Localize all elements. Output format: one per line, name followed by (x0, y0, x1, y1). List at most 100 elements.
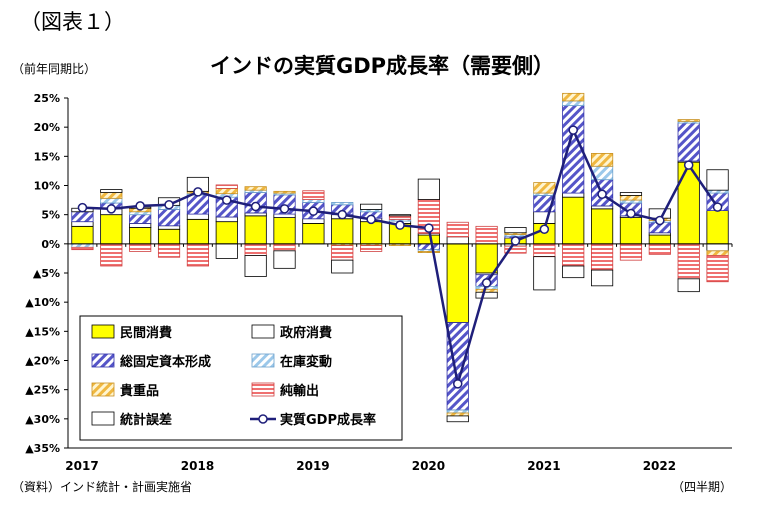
bar-segment-pc (186, 218, 209, 245)
bar-segment-disc (331, 259, 354, 274)
bar-segment-gc (302, 218, 325, 224)
y-axis-unit-label: （前年同期比） (12, 62, 97, 76)
bar-segment-pc (215, 221, 238, 245)
legend-box (79, 315, 403, 441)
bar-segment-pc (562, 196, 585, 245)
bar-segment-gfcf (71, 211, 94, 223)
bar-segment-pc (706, 210, 729, 245)
bar-segment-disc (706, 169, 729, 191)
bar-segment-val (562, 92, 585, 102)
y-tick-label: 20% (34, 121, 60, 134)
legend-swatch-gdp-marker (258, 414, 268, 424)
bar-segment-inv (71, 243, 94, 248)
bar-segment-nx (388, 215, 412, 220)
bar-segment-pc (273, 217, 296, 245)
bar-segment-val (619, 195, 643, 201)
x-year-label: 2019 (296, 459, 329, 473)
gdp-line-point (481, 278, 492, 288)
gdp-line-point (510, 236, 521, 246)
bar-segment-val (475, 288, 498, 293)
bar-segment-pc (129, 227, 152, 245)
bar-segment-pc (157, 228, 181, 245)
bar-segment-nx (331, 245, 354, 261)
legend-label-pc: 民間消費 (120, 325, 172, 341)
y-tick-label: ▲5% (33, 267, 60, 280)
legend-label-disc: 統計誤差 (120, 412, 172, 428)
source-note: （資料）インド統計・計画実施省 (12, 480, 193, 494)
bar-segment-gfcf (157, 209, 181, 227)
chart-title: インドの実質GDP成長率（需要側） (209, 54, 555, 78)
y-tick-label: 15% (34, 150, 60, 163)
bar-segment-val (273, 190, 296, 194)
bar-segment-nx (504, 245, 527, 254)
bar-segment-gfcf (129, 214, 152, 224)
bar-segment-gc (446, 236, 469, 245)
x-year-label: 2017 (65, 459, 98, 473)
bar-segment-disc (417, 178, 440, 200)
bar-segment-nx (71, 246, 94, 251)
bar-segment-gc (244, 212, 267, 217)
bar-segment-pc (446, 243, 469, 323)
y-tick-label: ▲10% (25, 296, 60, 309)
bar-segment-disc (446, 415, 469, 423)
gdp-line-point (568, 125, 578, 135)
x-year-label: 2018 (181, 459, 214, 473)
bar-segment-pc (100, 214, 123, 245)
y-tick-label: 10% (34, 180, 60, 193)
legend-swatch-inv (251, 353, 275, 368)
legend-swatch-disc (91, 411, 115, 426)
bar-segment-disc (100, 189, 123, 193)
bar-segment-val (591, 153, 614, 167)
bar-segment-nx (648, 243, 671, 255)
legend-swatch-pc (91, 324, 115, 339)
bar-segment-disc (533, 256, 556, 291)
bar-segment-inv (100, 197, 123, 204)
gdp-line-point (193, 187, 203, 197)
y-tick-label: ▲20% (25, 355, 60, 368)
y-tick-label: ▲35% (25, 442, 60, 455)
bar-segment-val (446, 412, 469, 417)
y-tick-label: 0% (41, 238, 60, 251)
bar-segment-disc (591, 269, 614, 287)
gdp-line-point (395, 220, 405, 230)
bar-segment-gfcf (417, 243, 440, 251)
bar-segment-gc (562, 192, 585, 198)
bar-segment-nx (215, 184, 238, 189)
bar-segment-disc (273, 250, 296, 269)
bar-segment-inv (302, 199, 325, 203)
gdp-line-point (655, 215, 665, 226)
gdp-line-point (308, 206, 319, 216)
y-tick-label: ▲25% (25, 384, 60, 397)
bar-segment-nx (533, 243, 556, 258)
bar-segment-nx (129, 243, 152, 252)
bar-segment-pc (244, 215, 267, 245)
gdp-line-point (539, 224, 550, 234)
bar-segment-inv (331, 202, 354, 206)
gdp-line-point (106, 204, 117, 214)
bar-segment-pc (648, 234, 671, 245)
gdp-line-point (712, 202, 723, 212)
figure-label: （図表１） (20, 10, 125, 34)
bar-segment-disc (244, 255, 267, 277)
gdp-line-point (250, 201, 261, 212)
bar-segment-nx (244, 243, 267, 256)
legend-label-gdp: 実質GDP成長率 (280, 412, 376, 428)
gdp-line-point (597, 189, 607, 199)
bar-segment-disc (619, 192, 643, 196)
bar-segment-nx (562, 243, 585, 267)
bar-segment-val (706, 250, 729, 256)
gdp-line-point (222, 195, 232, 205)
y-tick-label: ▲30% (25, 413, 60, 426)
bar-segment-gc (157, 225, 181, 230)
y-tick-label: 25% (34, 92, 60, 105)
bar-segment-inv (706, 189, 729, 194)
bar-segment-gc (215, 216, 238, 223)
gdp-line-point (452, 379, 463, 389)
legend-swatch-gc (251, 324, 275, 339)
bar-segment-pc (360, 221, 383, 245)
legend-label-nx: 純輸出 (280, 383, 319, 399)
bar-segment-gfcf (446, 322, 469, 411)
bar-segment-pc (331, 218, 354, 245)
